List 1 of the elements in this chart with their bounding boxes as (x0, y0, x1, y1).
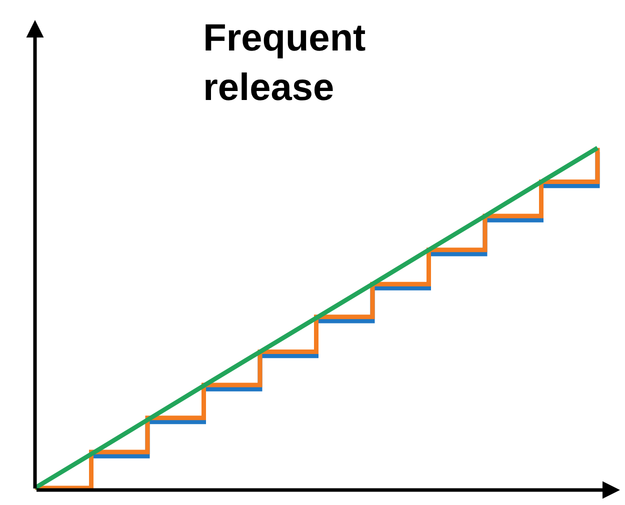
chart-title: Frequent release (203, 18, 366, 109)
